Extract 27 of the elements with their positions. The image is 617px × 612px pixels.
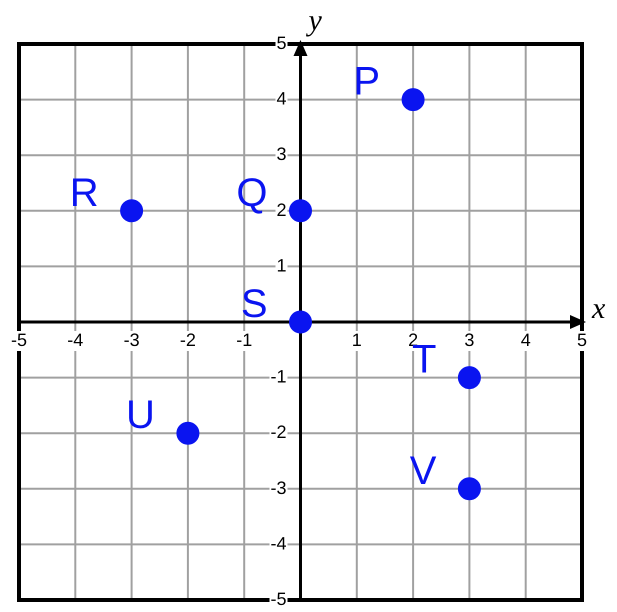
x-axis-title: x <box>591 292 606 325</box>
annotation: V <box>410 448 437 493</box>
annotation: R <box>70 170 99 215</box>
y-tick-label: -3 <box>270 478 286 498</box>
annotation: S <box>240 282 268 326</box>
annotation: U <box>126 393 155 438</box>
y-axis-title: y <box>306 4 322 37</box>
x-tick-label: 3 <box>464 330 474 350</box>
annotation: P <box>353 60 380 104</box>
x-tick-label: -2 <box>180 330 196 350</box>
x-tick-label: 1 <box>352 330 362 350</box>
y-tick-label: -1 <box>270 366 286 387</box>
x-tick-label: -5 <box>10 330 28 350</box>
x-tick-label: 5 <box>576 330 588 350</box>
y-tick-label: 4 <box>276 88 286 109</box>
x-tick-label: -4 <box>67 330 84 350</box>
y-tick-label: 1 <box>276 255 286 276</box>
y-tick-label: 3 <box>276 144 286 164</box>
y-tick-label: -4 <box>270 533 286 554</box>
annotation: Q <box>236 170 268 215</box>
x-tick-label: -1 <box>236 330 252 350</box>
y-tick-label: 5 <box>276 32 286 53</box>
y-tick-label: -5 <box>270 588 286 609</box>
x-tick-label: -3 <box>124 330 140 350</box>
y-tick-label: 2 <box>276 200 286 220</box>
x-tick-label: 4 <box>520 330 531 350</box>
y-tick-label: -2 <box>270 422 286 442</box>
